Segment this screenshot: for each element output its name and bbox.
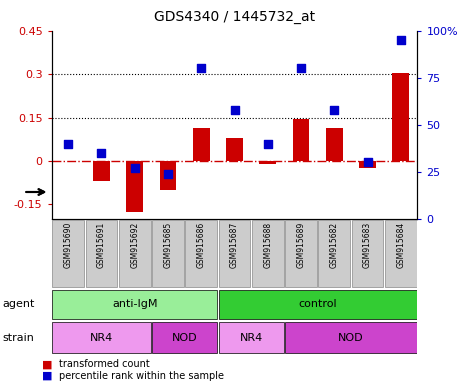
Text: GSM915684: GSM915684 <box>396 222 405 268</box>
Bar <box>285 323 417 353</box>
Bar <box>252 220 284 287</box>
Bar <box>127 161 143 212</box>
Bar <box>119 220 151 287</box>
Bar <box>52 290 217 319</box>
Point <box>164 170 172 177</box>
Bar <box>219 323 284 353</box>
Point <box>364 159 371 166</box>
Point <box>297 65 305 71</box>
Bar <box>85 220 117 287</box>
Text: anti-IgM: anti-IgM <box>112 299 158 310</box>
Text: strain: strain <box>2 333 34 343</box>
Bar <box>326 128 342 161</box>
Bar <box>52 323 151 353</box>
Point <box>231 107 238 113</box>
Text: GSM915686: GSM915686 <box>197 222 206 268</box>
Text: NOD: NOD <box>172 333 197 343</box>
Bar <box>318 220 350 287</box>
Text: GSM915683: GSM915683 <box>363 222 372 268</box>
Text: GSM915692: GSM915692 <box>130 222 139 268</box>
Text: GSM915682: GSM915682 <box>330 222 339 268</box>
Bar <box>393 73 409 161</box>
Text: NR4: NR4 <box>240 333 263 343</box>
Bar <box>152 220 184 287</box>
Text: GSM915690: GSM915690 <box>64 222 73 268</box>
Point <box>397 37 405 43</box>
Bar <box>93 161 110 181</box>
Text: agent: agent <box>2 299 35 310</box>
Text: GSM915687: GSM915687 <box>230 222 239 268</box>
Text: GSM915688: GSM915688 <box>263 222 272 268</box>
Text: ■: ■ <box>42 371 53 381</box>
Bar <box>352 220 384 287</box>
Text: GDS4340 / 1445732_at: GDS4340 / 1445732_at <box>154 10 315 23</box>
Text: ■: ■ <box>42 359 53 369</box>
Bar <box>385 220 417 287</box>
Bar <box>219 220 250 287</box>
Bar <box>293 119 310 161</box>
Text: NR4: NR4 <box>90 333 113 343</box>
Bar <box>226 138 243 161</box>
Point <box>197 65 205 71</box>
Bar <box>285 220 317 287</box>
Text: GSM915691: GSM915691 <box>97 222 106 268</box>
Point <box>64 141 72 147</box>
Point <box>331 107 338 113</box>
Bar <box>152 323 217 353</box>
Bar <box>219 290 417 319</box>
Text: transformed count: transformed count <box>59 359 149 369</box>
Point <box>131 165 138 171</box>
Point <box>98 150 105 156</box>
Text: percentile rank within the sample: percentile rank within the sample <box>59 371 224 381</box>
Point <box>264 141 272 147</box>
Text: control: control <box>298 299 337 310</box>
Bar <box>52 220 84 287</box>
Text: GSM915685: GSM915685 <box>164 222 173 268</box>
Text: NOD: NOD <box>338 333 364 343</box>
Bar <box>185 220 217 287</box>
Bar <box>193 128 210 161</box>
Text: GSM915689: GSM915689 <box>296 222 305 268</box>
Bar <box>259 161 276 164</box>
Bar <box>159 161 176 190</box>
Bar <box>359 161 376 168</box>
